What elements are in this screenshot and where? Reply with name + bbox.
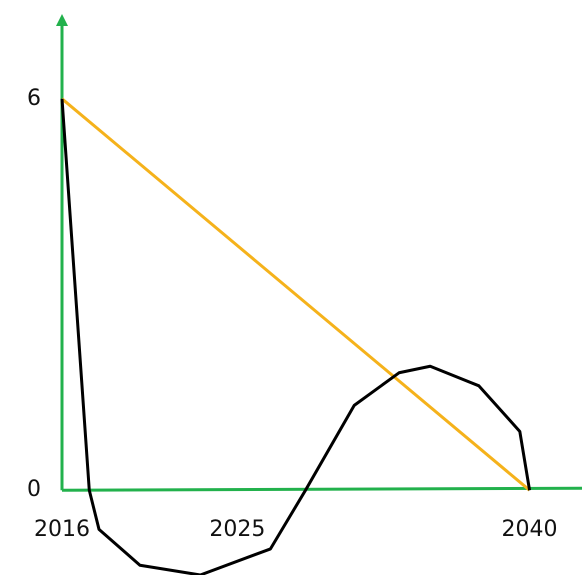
- data-line: [60, 98, 532, 575]
- y-axis-arrow: [56, 14, 68, 26]
- y-tick-label: 6: [27, 86, 41, 111]
- y-tick-label: 0: [27, 477, 41, 502]
- data-line: [61, 97, 531, 492]
- x-tick-label: 2025: [209, 517, 265, 542]
- x-tick-label: 2040: [502, 517, 558, 542]
- x-axis: [61, 486, 583, 492]
- x-tick-label: 2016: [34, 517, 90, 542]
